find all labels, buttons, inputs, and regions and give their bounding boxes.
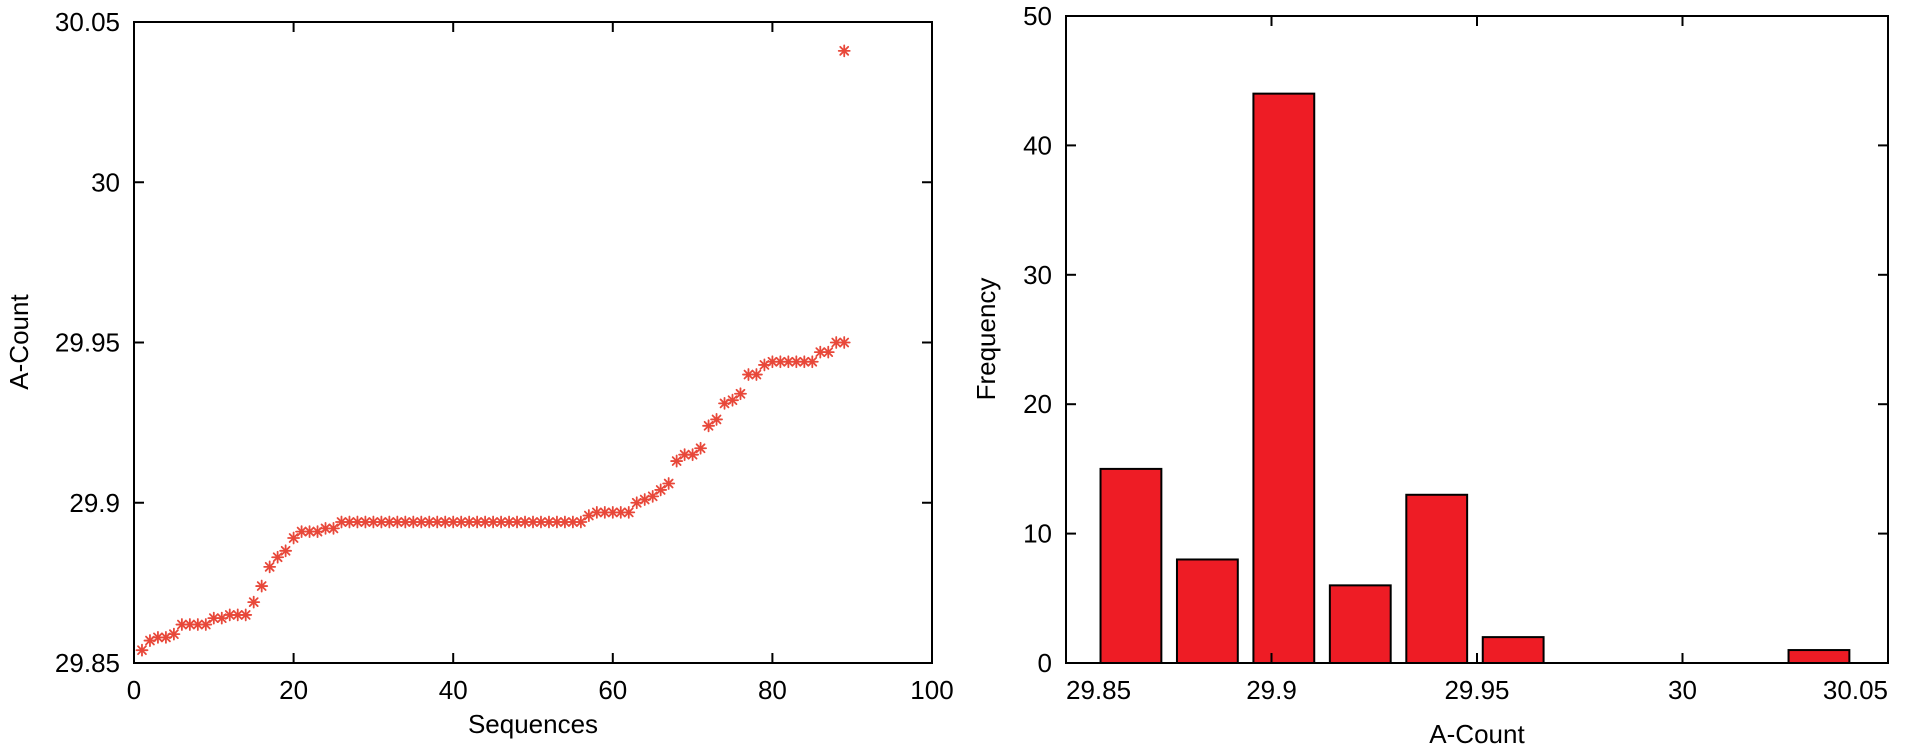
scatter-point (135, 643, 149, 657)
histogram-y-tick-label: 0 (1038, 648, 1052, 678)
scatter-point (239, 608, 253, 622)
scatter-y-tick-label: 29.85 (55, 648, 120, 678)
scatter-point (327, 521, 340, 535)
scatter-point (837, 336, 851, 349)
histogram-bar (1252, 92, 1316, 664)
histogram-bar (1481, 636, 1545, 664)
scatter-point (398, 515, 412, 529)
histogram-x-tick-label: 30 (1668, 675, 1697, 705)
scatter-point (470, 515, 484, 529)
scatter-point (734, 387, 747, 401)
scatter-point (574, 515, 588, 529)
scatter-point (287, 531, 301, 545)
scatter-x-tick-label: 100 (910, 675, 953, 705)
scatter-point (750, 368, 763, 381)
scatter-y-ticks: 29.85 29.9 29.95 30 30.05 (55, 7, 932, 678)
histogram-bar (1328, 584, 1392, 664)
scatter-point (686, 448, 699, 462)
scatter-point (702, 419, 715, 433)
scatter-x-axis-label: Sequences (468, 709, 598, 739)
scatter-y-tick-label: 29.95 (55, 328, 120, 358)
scatter-x-tick-label: 60 (598, 675, 627, 705)
scatter-point (351, 515, 364, 529)
histogram-y-axis-label: Frequency (971, 278, 1001, 401)
scatter-x-tick-label: 80 (758, 675, 787, 705)
histogram-x-axis-label: A-Count (1429, 719, 1525, 749)
scatter-point (199, 618, 213, 631)
histogram-y-tick-label: 30 (1023, 260, 1052, 290)
scatter-point (247, 595, 261, 609)
scatter-point (646, 489, 660, 503)
scatter-y-tick-label: 30.05 (55, 7, 120, 37)
scatter-point (366, 515, 380, 529)
scatter-point (191, 618, 205, 631)
histogram-x-ticks: 29.85 29.9 29.95 30 30.05 (1065, 16, 1889, 705)
scatter-point (183, 618, 197, 631)
scatter-point (263, 560, 277, 574)
histogram-y-tick-label: 40 (1023, 130, 1052, 160)
scatter-x-tick-label: 40 (439, 675, 468, 705)
scatter-point (726, 393, 739, 407)
scatter-point (670, 454, 684, 468)
histogram-x-tick-label: 29.85 (1066, 675, 1131, 705)
scatter-point (821, 345, 835, 359)
histogram-x-tick-label: 29.95 (1444, 675, 1509, 705)
scatter-y-tick-label: 29.9 (69, 488, 120, 518)
scatter-y-axis-label: A-Count (4, 294, 34, 390)
scatter-point (622, 505, 636, 519)
scatter-point (382, 515, 396, 529)
scatter-point (279, 544, 293, 558)
histogram-y-tick-label: 20 (1023, 389, 1052, 419)
histogram-bar (1099, 467, 1163, 664)
histogram-x-tick-label: 30.05 (1823, 675, 1888, 705)
histogram-y-tick-label: 10 (1023, 519, 1052, 549)
scatter-point (654, 483, 668, 497)
scatter-point-outlier (837, 44, 851, 58)
scatter-point (710, 413, 723, 426)
scatter-point (550, 515, 564, 529)
scatter-point (805, 355, 819, 369)
scatter-x-tick-label: 0 (127, 675, 141, 705)
scatter-x-tick-label: 20 (279, 675, 308, 705)
scatter-point (662, 477, 676, 490)
histogram-bars (1099, 92, 1851, 664)
scatter-plot-frame (133, 21, 933, 664)
histogram-y-ticks: 0 10 20 30 40 50 (1023, 1, 1888, 678)
scatter-point (390, 515, 404, 529)
scatter-point (614, 505, 628, 519)
histogram-bar (1787, 649, 1851, 664)
scatter-point (271, 550, 285, 564)
histogram-bar (1175, 558, 1239, 664)
scatter-point (494, 515, 508, 529)
histogram-panel: 29.85 29.9 29.95 30 30.05 0 10 20 30 40 50 A-Coun… (971, 1, 1889, 749)
scatter-point (478, 515, 492, 529)
scatter-point (167, 627, 181, 641)
scatter-x-ticks: 0 20 40 60 80 100 (127, 22, 954, 705)
scatter-point (598, 505, 612, 519)
histogram-x-tick-label: 29.9 (1246, 675, 1297, 705)
histogram-y-tick-label: 50 (1023, 1, 1052, 31)
histogram-bar (1405, 493, 1469, 664)
scatter-y-tick-label: 30 (91, 167, 120, 197)
scatter-points (135, 44, 851, 657)
scatter-point (694, 441, 707, 455)
scatter-panel: 0 20 40 60 80 100 29.85 29.9 29.95 30 30.05 Seque… (4, 7, 954, 739)
scatter-point (255, 579, 269, 593)
scatter-point (558, 515, 572, 529)
